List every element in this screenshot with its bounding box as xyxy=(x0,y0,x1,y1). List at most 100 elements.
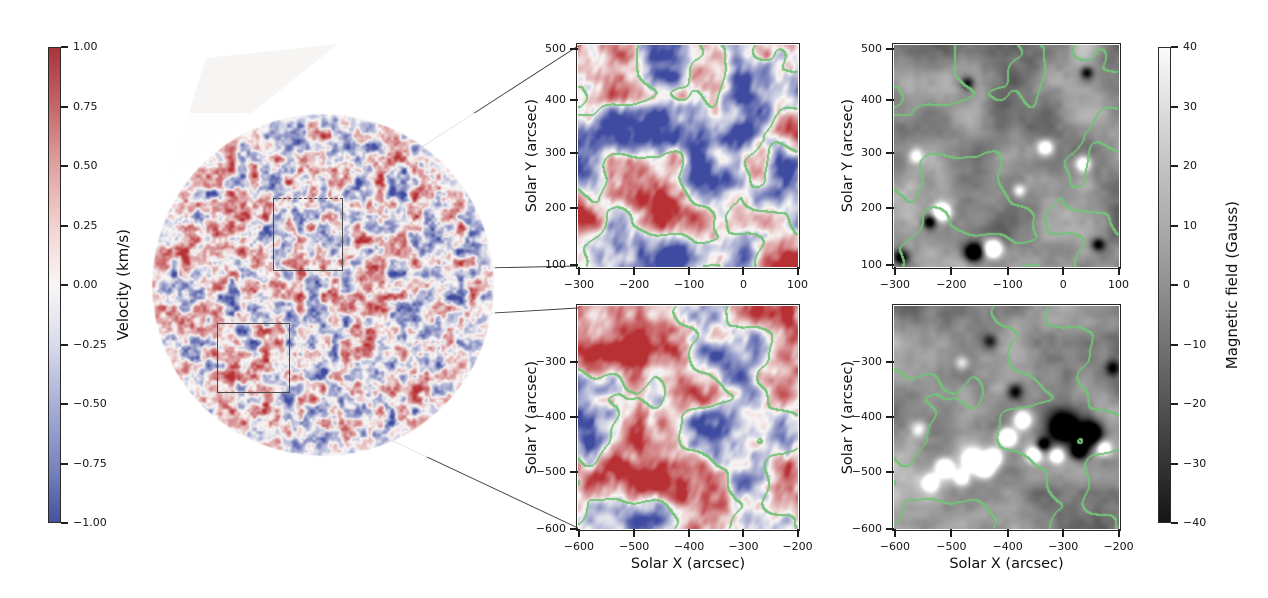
tick-mark xyxy=(1117,529,1120,537)
tick-label: 0.00 xyxy=(73,278,98,291)
tick-mark xyxy=(886,206,894,209)
tick-label: −100 xyxy=(992,278,1023,291)
tick-label: 300 xyxy=(545,145,566,159)
x-axis-label-magnetogram-bottom: Solar X (arcsec) xyxy=(949,556,1064,572)
tick-label: 200 xyxy=(861,200,882,214)
tick-label: 100 xyxy=(861,258,882,271)
tick-mark xyxy=(796,267,799,275)
tick-mark xyxy=(61,403,68,405)
tick-label: −600 xyxy=(879,540,910,553)
tick-label: −500 xyxy=(535,464,566,478)
tick-label: −300 xyxy=(535,354,566,368)
tick-mark xyxy=(61,343,68,346)
tick-mark xyxy=(61,46,68,48)
tick-mark xyxy=(1171,522,1178,524)
tick-mark xyxy=(886,99,894,102)
magnetogram-bottom-map xyxy=(894,306,1119,529)
velocity-cutout-bottom-map xyxy=(578,306,798,529)
tick-mark xyxy=(688,267,691,275)
tick-label: −400 xyxy=(992,540,1023,553)
tick-label: −400 xyxy=(535,410,566,424)
tick-mark xyxy=(1062,529,1065,537)
tick-label: 40 xyxy=(1183,40,1197,53)
tick-mark xyxy=(633,529,636,537)
tick-mark xyxy=(1171,46,1178,48)
tick-mark xyxy=(61,165,68,167)
tick-label: 500 xyxy=(545,41,566,55)
tick-mark xyxy=(950,267,953,275)
tick-label: −200 xyxy=(782,540,813,553)
tick-mark xyxy=(886,527,894,530)
tick-mark xyxy=(61,105,68,108)
magnetic-colorbar-label: Magnetic field (Gauss) xyxy=(1223,200,1241,370)
tick-mark xyxy=(886,470,894,473)
tick-label: −300 xyxy=(1048,540,1079,553)
tick-mark xyxy=(570,416,578,419)
tick-mark xyxy=(633,267,636,275)
tick-mark xyxy=(1171,105,1178,108)
tick-label: 200 xyxy=(545,200,566,214)
tick-label: −1.00 xyxy=(73,516,107,529)
tick-label: 100 xyxy=(545,258,566,271)
tick-mark xyxy=(570,264,578,266)
tick-label: −10 xyxy=(1183,337,1207,351)
tick-mark xyxy=(570,206,578,209)
x-axis-label-velocity-bottom: Solar X (arcsec) xyxy=(630,556,746,572)
tick-label: −0.25 xyxy=(73,337,107,351)
tick-mark xyxy=(570,99,578,102)
tick-label: −500 xyxy=(851,464,882,478)
tick-label: −300 xyxy=(879,278,910,291)
tick-label: −600 xyxy=(563,540,594,553)
tick-label: 0.50 xyxy=(73,159,98,172)
tick-mark xyxy=(886,151,894,154)
tick-label: 1.00 xyxy=(73,40,98,53)
tick-label: −200 xyxy=(936,278,967,291)
tick-label: −200 xyxy=(1103,540,1134,553)
tick-label: 100 xyxy=(1108,278,1130,291)
tick-mark xyxy=(570,151,578,154)
tick-mark xyxy=(1171,165,1178,167)
tick-label: −400 xyxy=(851,410,882,424)
tick-label: 400 xyxy=(545,93,566,107)
tick-mark xyxy=(61,462,68,465)
tick-label: 300 xyxy=(861,145,882,159)
tick-label: 400 xyxy=(861,93,882,107)
tick-mark xyxy=(570,470,578,473)
velocity-colorbar xyxy=(48,47,61,523)
tick-mark xyxy=(61,284,68,286)
tick-mark xyxy=(688,529,691,537)
tick-mark xyxy=(742,529,745,537)
velocity-cutout-top-map xyxy=(578,45,798,267)
tick-label: −400 xyxy=(673,540,705,553)
tick-label: −200 xyxy=(618,278,650,291)
tick-label: −500 xyxy=(618,540,650,553)
tick-mark xyxy=(950,529,953,537)
tick-mark xyxy=(1062,267,1065,275)
tick-label: −300 xyxy=(728,540,759,553)
tick-mark xyxy=(1171,462,1178,465)
tick-label: 100 xyxy=(787,278,809,291)
magnetic-colorbar-label-wrap: Magnetic field (Gauss) xyxy=(1220,47,1244,523)
tick-mark xyxy=(742,267,745,275)
zoom-box-top xyxy=(273,198,343,271)
tick-mark xyxy=(1006,529,1009,537)
tick-label: −30 xyxy=(1183,456,1207,470)
tick-mark xyxy=(570,360,578,363)
tick-label: 0 xyxy=(1183,278,1190,291)
tick-mark xyxy=(893,267,896,275)
velocity-colorbar-label-wrap: Velocity (km/s) xyxy=(112,47,134,523)
tick-label: 0.25 xyxy=(73,218,98,232)
magnetogram-top-map xyxy=(894,45,1119,267)
tick-mark xyxy=(886,360,894,363)
tick-label: −300 xyxy=(563,278,594,291)
tick-label: −600 xyxy=(851,521,882,535)
tick-mark xyxy=(570,527,578,530)
tick-label: 500 xyxy=(861,41,882,55)
tick-mark xyxy=(577,529,580,537)
tick-label: 0.75 xyxy=(73,99,98,113)
velocity-colorbar-label: Velocity (km/s) xyxy=(114,229,132,341)
tick-mark xyxy=(1171,343,1178,346)
tick-label: 20 xyxy=(1183,159,1197,172)
tick-label: −40 xyxy=(1183,516,1207,529)
